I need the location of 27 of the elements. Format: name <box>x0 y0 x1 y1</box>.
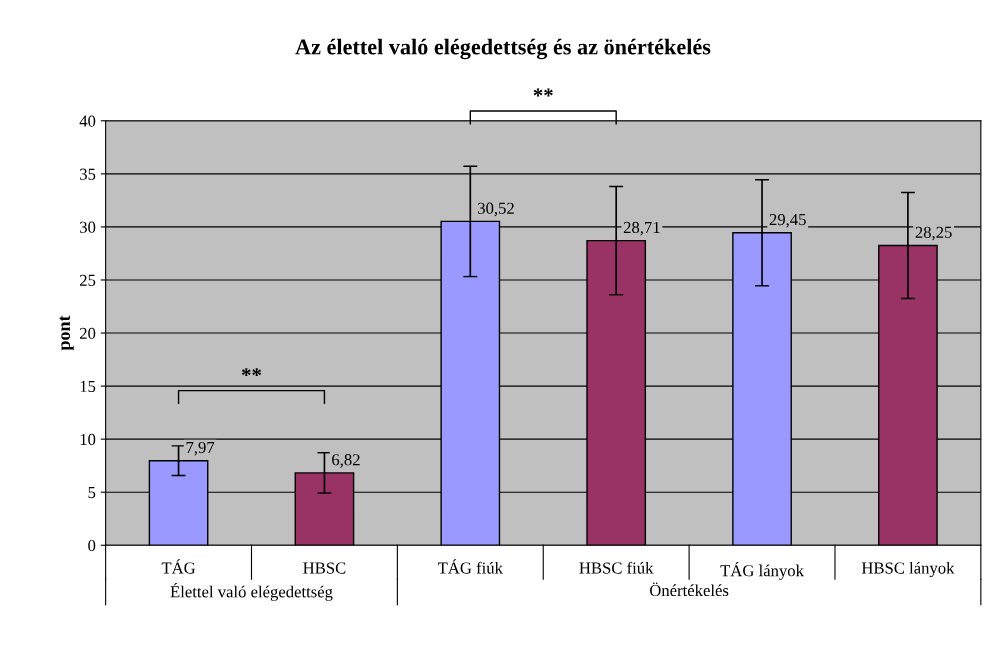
y-tick-label: 0 <box>88 539 96 552</box>
data-label: 29,45 <box>769 214 806 228</box>
y-tick-label: 35 <box>80 168 96 180</box>
x-tick-label: TÁG fiúk <box>437 559 503 574</box>
x-tick-label: HBSC fiúk <box>579 561 654 574</box>
y-tick-label: 40 <box>79 115 96 127</box>
y-axis-title: pont <box>59 315 74 351</box>
text: ** <box>533 88 553 97</box>
x-tick-label: TÁG lányok <box>720 561 804 580</box>
x-tick-label: HBSC lányok <box>861 561 955 578</box>
text: Élettel való elégedettség <box>170 583 333 601</box>
data-label: 7,97 <box>186 441 215 456</box>
y-tick-label: 10 <box>80 433 96 446</box>
chart-title: Az élettel való elégedettség és az önértékelés <box>295 38 711 60</box>
y-tick-label: 15 <box>80 380 96 393</box>
x-tick-label: TÁG <box>161 559 196 574</box>
annotation: ** <box>241 368 262 377</box>
data-label: 28,25 <box>915 226 952 241</box>
x-tick-label: HBSC <box>303 562 346 574</box>
data-label: 28,71 <box>623 221 660 236</box>
y-tick-label: 20 <box>79 327 96 339</box>
text: Önértékelés <box>650 582 729 597</box>
data-label: 30,52 <box>478 202 514 217</box>
data-label: 6,82 <box>332 454 360 468</box>
y-tick-label: 25 <box>79 274 96 286</box>
y-tick-label: 30 <box>80 221 96 233</box>
y-tick-label: 5 <box>88 487 96 499</box>
